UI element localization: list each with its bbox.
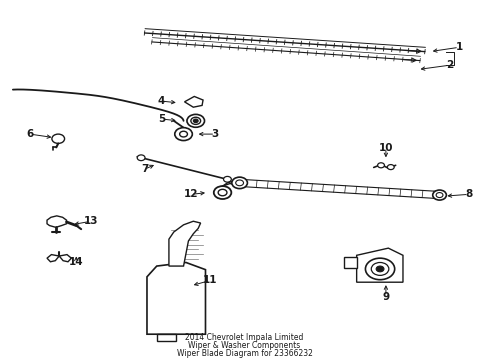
Circle shape (52, 134, 64, 143)
Text: 4: 4 (158, 96, 165, 106)
Polygon shape (47, 255, 59, 262)
Polygon shape (184, 96, 203, 107)
Text: 12: 12 (183, 189, 198, 199)
Text: 7: 7 (141, 164, 148, 174)
Polygon shape (356, 248, 402, 282)
Text: 9: 9 (382, 292, 388, 302)
Text: 1: 1 (454, 42, 462, 52)
Circle shape (218, 189, 226, 196)
Circle shape (193, 119, 198, 123)
Circle shape (174, 128, 192, 140)
Circle shape (137, 155, 145, 161)
Polygon shape (157, 334, 176, 341)
Circle shape (432, 190, 446, 200)
Text: 3: 3 (211, 129, 219, 139)
Circle shape (365, 258, 394, 280)
Text: 11: 11 (203, 275, 217, 285)
Circle shape (375, 266, 383, 272)
Polygon shape (47, 216, 66, 227)
Circle shape (179, 131, 187, 137)
Text: 2014 Chevrolet Impala Limited: 2014 Chevrolet Impala Limited (185, 333, 303, 342)
Text: 13: 13 (83, 216, 98, 226)
Polygon shape (168, 221, 200, 266)
Circle shape (223, 176, 231, 182)
Circle shape (190, 117, 200, 125)
Polygon shape (59, 255, 71, 262)
Text: 8: 8 (464, 189, 471, 199)
Circle shape (213, 186, 231, 199)
Circle shape (386, 165, 393, 170)
Circle shape (377, 163, 384, 168)
Text: 5: 5 (158, 114, 165, 124)
Circle shape (231, 177, 247, 189)
Text: Wiper Blade Diagram for 23366232: Wiper Blade Diagram for 23366232 (176, 349, 312, 358)
Text: 2: 2 (445, 60, 452, 70)
Circle shape (235, 180, 243, 186)
Circle shape (435, 193, 442, 198)
Text: 14: 14 (69, 257, 83, 267)
Circle shape (186, 114, 204, 127)
Polygon shape (147, 262, 205, 334)
Polygon shape (344, 257, 356, 268)
Text: 10: 10 (378, 143, 392, 153)
Text: Wiper & Washer Components: Wiper & Washer Components (188, 341, 300, 350)
Text: 6: 6 (26, 129, 34, 139)
Circle shape (370, 262, 388, 275)
